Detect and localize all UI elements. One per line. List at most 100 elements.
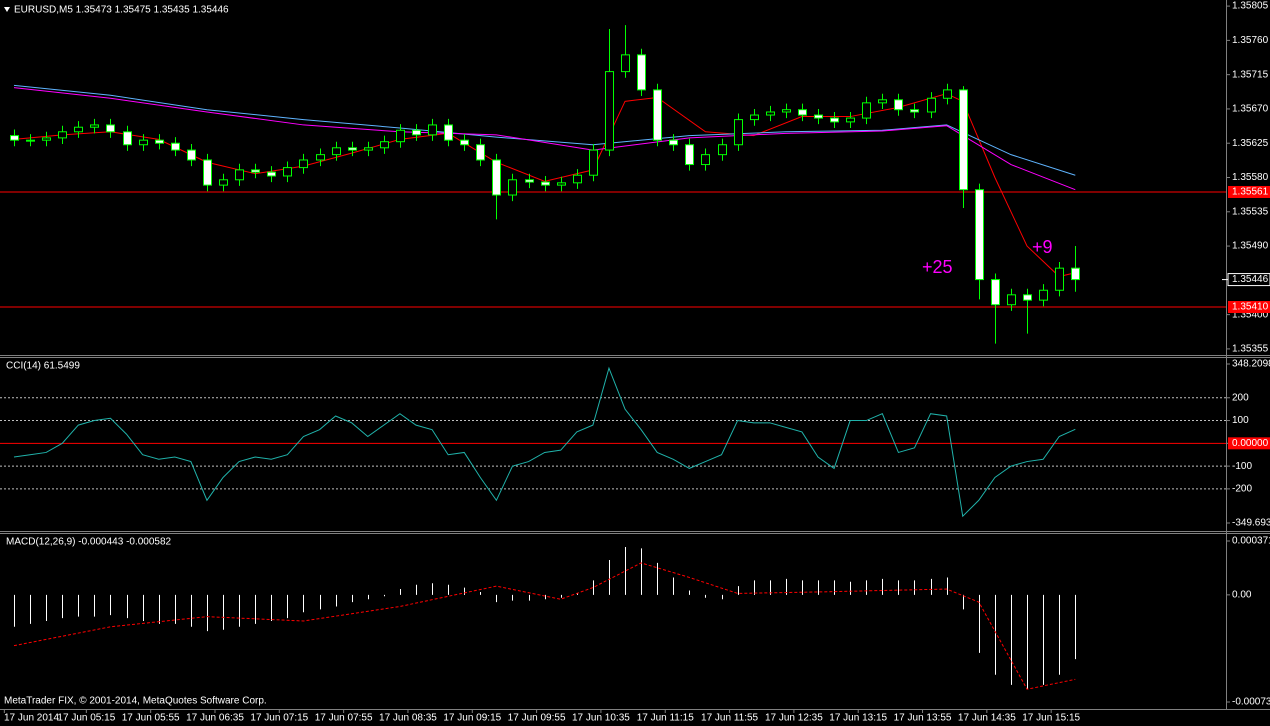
candle-body	[348, 147, 357, 151]
candle-body	[669, 139, 678, 146]
y-tick-label: 1.35355	[1232, 344, 1269, 355]
candle-body	[460, 139, 469, 146]
candle-body	[927, 97, 936, 113]
candle-body	[58, 131, 67, 139]
y-tick-label: 0.00	[1232, 590, 1252, 601]
y-tick-label: 100	[1232, 415, 1249, 426]
candle-body	[766, 111, 775, 116]
current-price-box	[1227, 273, 1270, 287]
x-tick-label: 17 Jun 05:55	[122, 713, 180, 724]
candle-body	[830, 117, 839, 123]
candle-body	[106, 124, 115, 133]
x-tick-label: 17 Jun 07:55	[315, 713, 373, 724]
candle-body	[1071, 267, 1080, 281]
candle-body	[316, 154, 325, 161]
candle-body	[1055, 267, 1064, 291]
candle-body	[508, 179, 517, 196]
candle-body	[878, 99, 887, 104]
candle-body	[637, 54, 646, 91]
chart-title: EURUSD,M5 1.35473 1.35475 1.35435 1.3544…	[14, 5, 229, 16]
candle-body	[750, 114, 759, 121]
y-tick-label: 1.35580	[1232, 172, 1269, 183]
candle-body	[701, 154, 710, 166]
candle-body	[685, 144, 694, 166]
candle-body	[557, 182, 566, 186]
candle-body	[364, 147, 373, 151]
footer: MetaTrader FIX, © 2001-2014, MetaQuotes …	[4, 696, 267, 707]
candle-body	[525, 179, 534, 183]
y-tick-label: -100	[1232, 461, 1252, 472]
level-label-box	[1228, 185, 1270, 198]
candle-body	[10, 135, 19, 141]
candle-body	[573, 174, 582, 184]
candle-body	[589, 149, 598, 176]
level-label: 1.35561	[1232, 187, 1269, 198]
x-tick-label: 17 Jun 06:35	[186, 713, 244, 724]
y-tick-label: 1.35760	[1232, 35, 1269, 46]
candle-body	[283, 167, 292, 177]
y-label-box	[1228, 437, 1270, 450]
y-tick-label: 348.2098	[1232, 359, 1270, 370]
candle-body	[910, 109, 919, 113]
candle-body	[380, 141, 389, 149]
x-tick-label: 17 Jun 11:15	[637, 713, 695, 724]
candle-body	[219, 179, 228, 186]
trade-annotation: +9	[1032, 237, 1053, 257]
candle-body	[894, 99, 903, 111]
candle-body	[428, 124, 437, 136]
candle-body	[991, 279, 1000, 306]
x-tick-label: 17 Jun 13:55	[894, 713, 952, 724]
x-tick-label: 17 Jun 14:35	[958, 713, 1016, 724]
x-tick-label: 17 Jun 13:15	[829, 713, 887, 724]
x-tick-label: 17 Jun 11:55	[701, 713, 759, 724]
level-label-box	[1228, 301, 1270, 314]
y-tick-label: -349.6935	[1232, 518, 1270, 529]
candle-body	[444, 124, 453, 141]
candle-body	[1007, 294, 1016, 306]
x-tick-label: 17 Jun 07:15	[250, 713, 308, 724]
macd-title: MACD(12,26,9) -0.000443 -0.000582	[6, 537, 172, 548]
candle-body	[814, 114, 823, 119]
candle-body	[862, 102, 871, 119]
x-tick-label: 17 Jun 12:35	[765, 713, 823, 724]
candle-body	[42, 137, 51, 141]
candle-body	[541, 181, 550, 186]
candle-body	[26, 139, 35, 142]
y-tick-label: 1.35805	[1232, 1, 1269, 12]
candle-body	[251, 169, 260, 173]
candle-body	[718, 144, 727, 156]
candle-body	[605, 71, 614, 151]
level-label: 1.35410	[1232, 302, 1269, 313]
x-tick-label: 17 Jun 15:15	[1022, 713, 1080, 724]
candle-body	[653, 89, 662, 141]
candle-body	[123, 131, 132, 146]
y-tick-label: 1.35535	[1232, 206, 1269, 217]
y-tick-label: 0.00000	[1232, 438, 1269, 449]
candle-body	[734, 119, 743, 146]
candle-body	[267, 171, 276, 177]
menu-triangle[interactable]	[4, 7, 10, 12]
candle-body	[139, 139, 148, 146]
candle-body	[621, 54, 630, 73]
candle-body	[332, 147, 341, 156]
candle-body	[1039, 289, 1048, 301]
candle-body	[492, 159, 501, 196]
candle-body	[943, 89, 952, 99]
candle-body	[171, 142, 180, 151]
candle-body	[975, 189, 984, 281]
y-tick-label: 200	[1232, 392, 1249, 403]
candle-body	[396, 129, 405, 143]
candle-body	[782, 109, 791, 113]
candle-body	[299, 159, 308, 169]
y-tick-label: 1.35490	[1232, 241, 1269, 252]
y-tick-label: -200	[1232, 484, 1252, 495]
moving-average	[13, 87, 1076, 191]
y-tick-label: 1.35670	[1232, 104, 1269, 115]
candle-body	[235, 169, 244, 181]
y-tick-label: 1.35625	[1232, 138, 1269, 149]
y-tick-label: 1.35400	[1232, 309, 1269, 320]
current-price-label: 1.35446	[1232, 274, 1269, 285]
trade-annotation: +25	[922, 257, 953, 277]
candle-body	[74, 126, 83, 133]
